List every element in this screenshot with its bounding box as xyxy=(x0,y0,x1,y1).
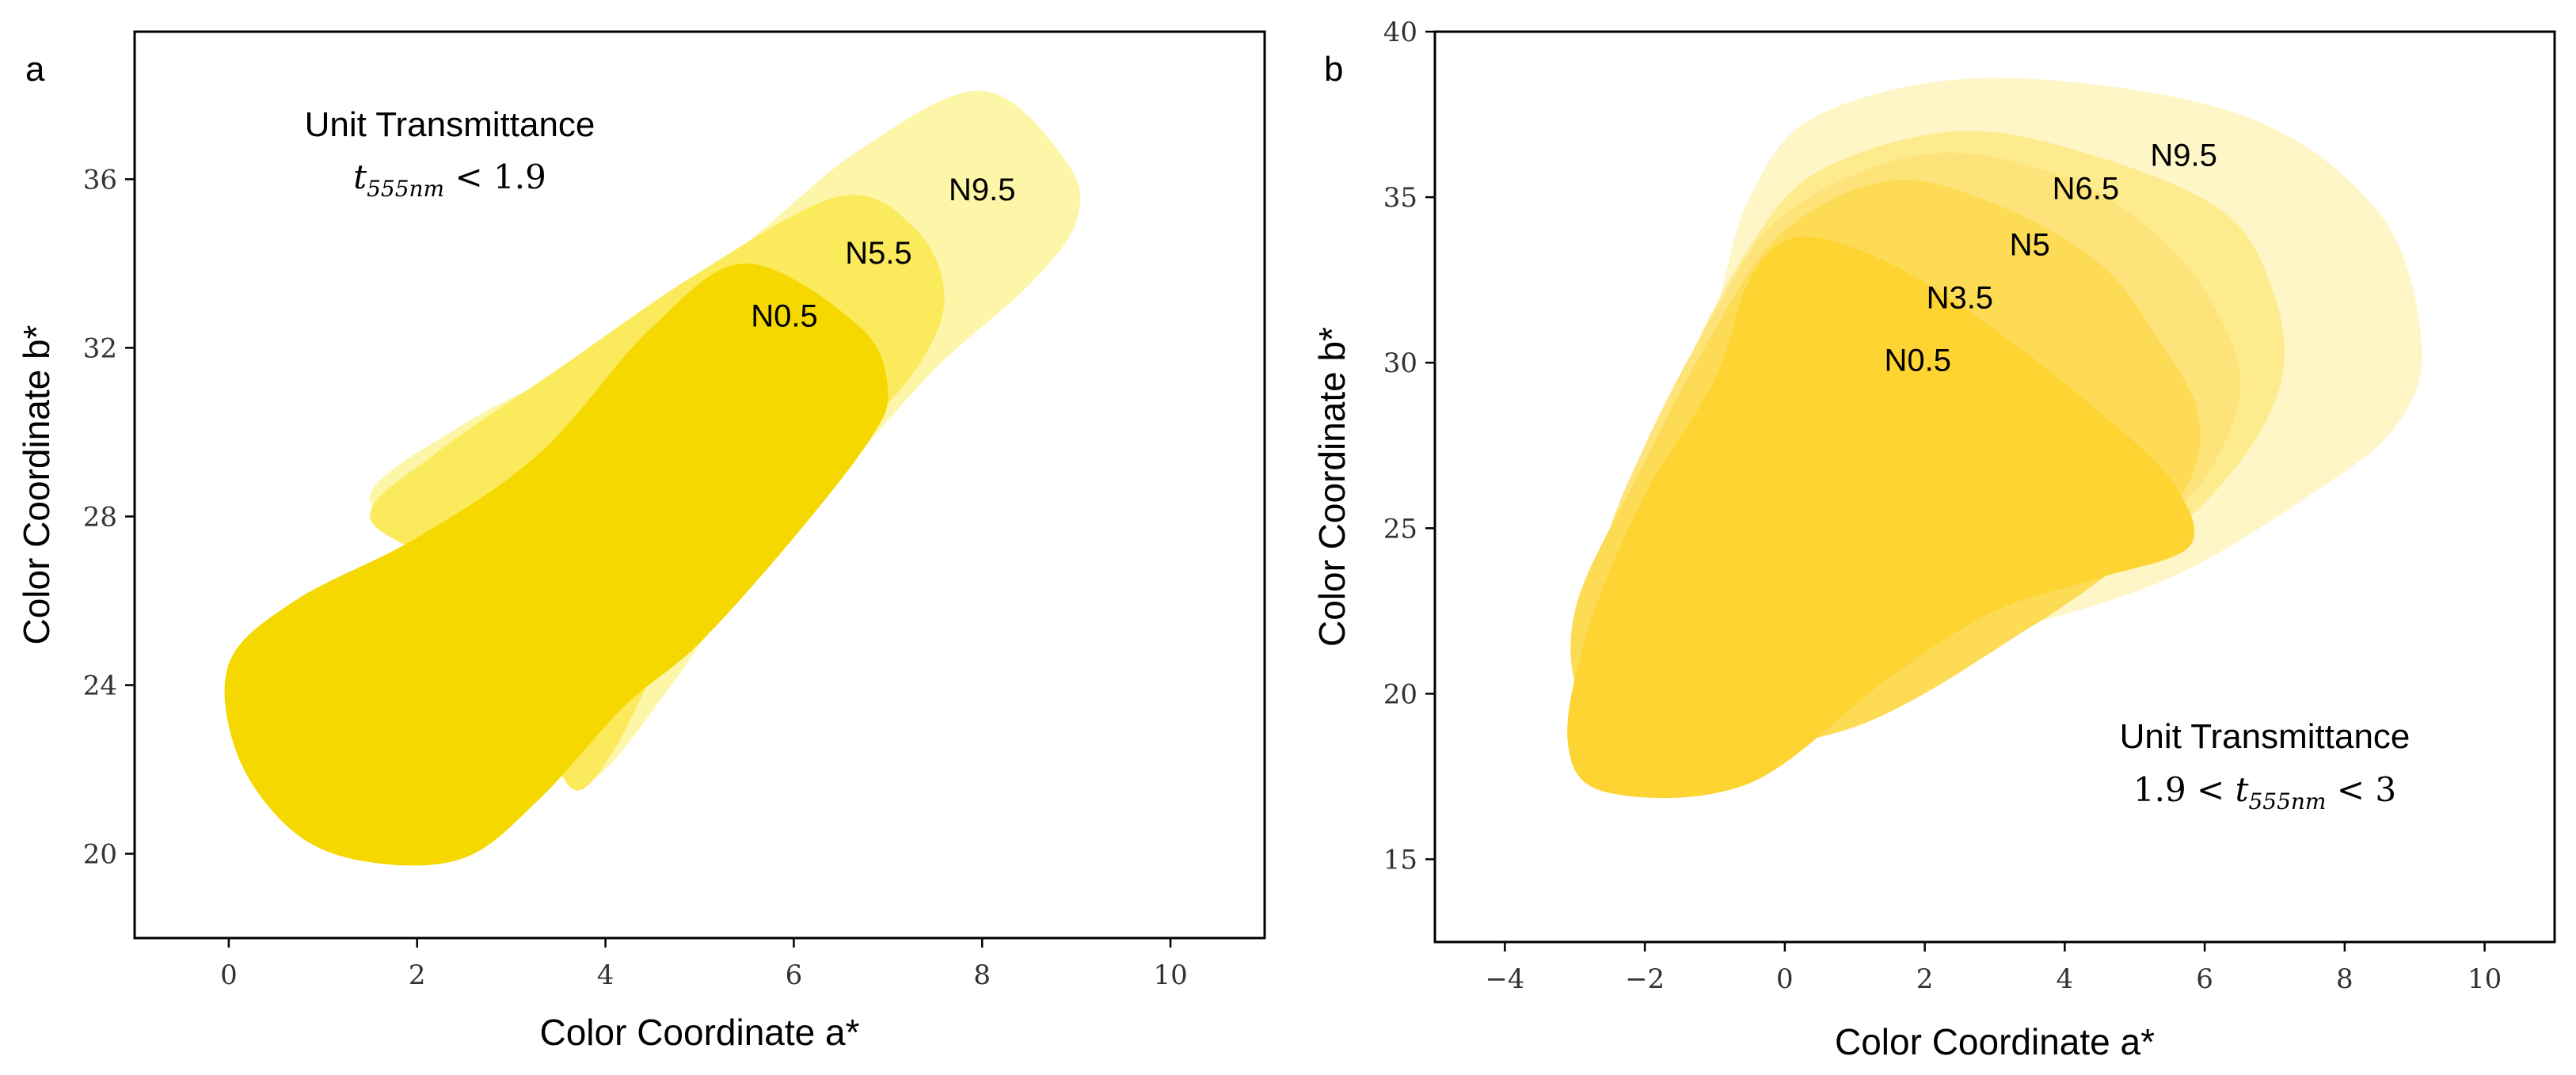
panel-b: N9.5 N6.5N5 N3.5 N0.5 −4 −2 0 2 4 6 8 10 15 20 25 30 35 4… xyxy=(1311,17,2556,1062)
y-tick-label: 28 xyxy=(83,501,117,533)
y-tick-label: 35 xyxy=(1383,182,1417,214)
annotation-title: Unit Transmittance xyxy=(2120,717,2410,756)
panel-letter: a xyxy=(25,50,45,89)
y-tick-label: 36 xyxy=(83,164,117,196)
y-tick-label: 15 xyxy=(1383,844,1417,876)
axes-frame xyxy=(1433,30,2556,944)
label-n0-5: N0.5 xyxy=(751,299,818,334)
x-tick-label: 2 xyxy=(409,959,426,991)
x-tick-label: 4 xyxy=(597,959,615,991)
x-axis-label: Color Coordinate a* xyxy=(1835,1021,2155,1062)
x-tick-label: 6 xyxy=(2196,963,2213,995)
y-tick-label: 20 xyxy=(83,838,117,870)
y-tick-label: 40 xyxy=(1383,17,1417,48)
label-n5-5: N5.5 xyxy=(845,236,912,271)
label-n5: N5 xyxy=(2010,227,2050,262)
region-n0-5 xyxy=(1567,236,2195,799)
annotation-formula: t555nm < 1.9 xyxy=(353,158,546,202)
y-tick-label: 20 xyxy=(1383,678,1417,710)
label-n3-5: N3.5 xyxy=(1927,280,1994,315)
x-tick-label: 10 xyxy=(1153,959,1187,991)
y-tick-label: 32 xyxy=(83,332,117,364)
x-tick-label: 0 xyxy=(220,959,238,991)
annotation-title: Unit Transmittance xyxy=(305,105,595,144)
y-axis-label: Color Coordinate b* xyxy=(16,325,57,644)
x-axis-label: Color Coordinate a* xyxy=(539,1012,859,1053)
y-axis-label: Color Coordinate b* xyxy=(1311,327,1353,647)
label-n6-5: N6.5 xyxy=(2053,171,2120,206)
x-tick-label: 2 xyxy=(1916,963,1934,995)
x-tick-label: 0 xyxy=(1776,963,1794,995)
label-n0-5: N0.5 xyxy=(1885,344,1952,378)
x-tick-label: −2 xyxy=(1625,963,1665,995)
x-tick-label: 10 xyxy=(2468,963,2502,995)
y-tick-label: 30 xyxy=(1383,348,1417,379)
label-n9-5: N9.5 xyxy=(949,173,1016,207)
region-n0-5 xyxy=(224,263,888,866)
x-tick-label: 8 xyxy=(973,959,991,991)
x-tick-label: 8 xyxy=(2336,963,2353,995)
annotation-formula: 1.9 < t555nm < 3 xyxy=(2133,770,2396,815)
label-n9-5: N9.5 xyxy=(2150,138,2217,173)
x-tick-label: 4 xyxy=(2057,963,2074,995)
x-tick-label: −4 xyxy=(1485,963,1524,995)
y-tick-label: 25 xyxy=(1383,513,1417,545)
axes-frame xyxy=(133,30,1266,940)
panel-letter: b xyxy=(1324,50,1343,89)
y-tick-label: 24 xyxy=(83,670,117,701)
x-tick-label: 6 xyxy=(786,959,803,991)
